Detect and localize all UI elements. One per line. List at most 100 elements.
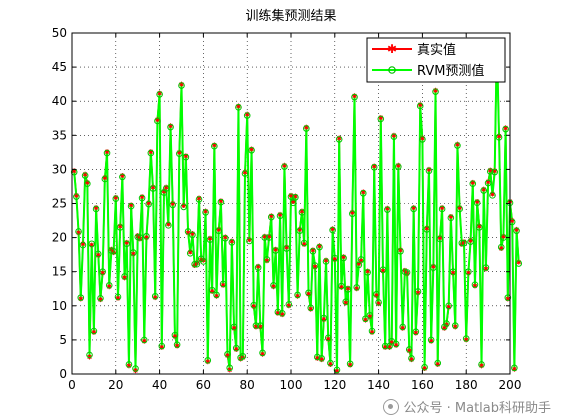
rvm-prediction-point [138, 194, 146, 202]
rvm-prediction-point [180, 203, 187, 211]
true-value-point [509, 218, 515, 224]
rvm-prediction-point [114, 293, 122, 301]
rvm-prediction-point [331, 254, 339, 262]
true-value-point [373, 293, 379, 299]
rvm-prediction-point [421, 363, 428, 371]
rvm-prediction-point [414, 288, 422, 295]
rvm-prediction-point [467, 238, 474, 245]
rvm-prediction-point [243, 112, 251, 119]
true-value-point [334, 368, 340, 374]
true-value-point [362, 317, 368, 323]
true-value-point [240, 355, 246, 361]
true-value-point [218, 198, 224, 204]
rvm-prediction-point [495, 134, 503, 141]
true-value-point [286, 303, 292, 309]
true-value-point [163, 184, 169, 190]
rvm-prediction-point [462, 335, 470, 342]
rvm-prediction-point [486, 168, 494, 175]
true-value-point [273, 246, 279, 252]
true-value-point [367, 314, 373, 320]
rvm-prediction-point [191, 260, 198, 268]
true-value-point [319, 357, 325, 363]
legend-box [366, 37, 506, 83]
true-value-point [224, 353, 230, 359]
rvm-prediction-point [158, 342, 166, 350]
true-value-point [498, 246, 504, 252]
rvm-prediction-point [515, 260, 523, 267]
rvm-prediction-point [77, 294, 85, 301]
true-value-point [292, 193, 298, 199]
rvm-prediction-point [178, 82, 185, 89]
y-tick-label: 20 [52, 231, 67, 245]
rvm-prediction-point [305, 289, 312, 297]
true-value-point [343, 300, 349, 306]
rvm-prediction-point [368, 327, 376, 335]
true-value-point [323, 257, 329, 263]
rvm-prediction-point [311, 262, 319, 269]
rvm-prediction-point [81, 172, 89, 179]
true-value-point [395, 162, 401, 168]
true-value-point [321, 316, 327, 322]
rvm-prediction-point [200, 258, 207, 265]
rvm-prediction-point [427, 336, 435, 344]
rvm-prediction-point [399, 323, 406, 331]
true-value-point [325, 336, 331, 342]
true-value-point [406, 348, 412, 354]
true-value-point [150, 184, 156, 190]
true-value-point [411, 205, 417, 211]
true-value-point [266, 233, 272, 239]
rvm-prediction-point [151, 292, 159, 300]
y-tick-label: 45 [52, 60, 67, 74]
true-value-point [413, 330, 419, 336]
true-value-point [82, 171, 88, 177]
chart-title: 训练集预测结果 [245, 8, 336, 24]
true-value-point [130, 251, 136, 257]
rvm-prediction-point [130, 249, 137, 256]
rvm-prediction-point [147, 149, 155, 157]
rvm-prediction-point [436, 235, 444, 243]
rvm-prediction-point [119, 173, 126, 181]
rvm-prediction-point [346, 360, 354, 368]
true-value-point [505, 296, 511, 302]
rvm-prediction-point [94, 250, 102, 258]
rvm-prediction-point [224, 350, 231, 358]
true-value-point [306, 291, 312, 297]
true-value-point [126, 363, 132, 369]
true-value-point [387, 344, 393, 350]
true-value-point [174, 343, 180, 349]
true-value-point [448, 213, 454, 219]
true-value-point [369, 329, 375, 335]
rvm-prediction-point [359, 189, 367, 197]
y-tick-label: 35 [52, 128, 67, 142]
true-value-point [400, 325, 406, 331]
true-value-point [146, 200, 152, 206]
rvm-prediction-point [110, 247, 117, 255]
true-value-point [124, 239, 130, 245]
rvm-prediction-point [294, 291, 301, 299]
true-value-point [227, 367, 233, 373]
rvm-prediction-point [454, 142, 461, 149]
true-value-point [514, 226, 520, 232]
true-value-point [275, 310, 281, 316]
rvm-prediction-point [313, 353, 321, 361]
true-value-point [389, 340, 395, 346]
true-value-point [487, 167, 493, 173]
rvm-prediction-point [458, 239, 466, 247]
true-value-point [503, 125, 509, 131]
rvm-prediction-point [202, 209, 209, 216]
rvm-prediction-point [397, 247, 404, 255]
rvm-prediction-point [329, 226, 336, 234]
true-value-point [354, 286, 360, 292]
rvm-prediction-point [423, 226, 431, 233]
true-value-point [303, 124, 309, 130]
true-value-point [80, 241, 86, 247]
true-value-point [476, 223, 482, 229]
rvm-prediction-point [97, 294, 104, 302]
true-value-point [391, 132, 397, 138]
rvm-prediction-point [357, 256, 365, 263]
true-value-point [122, 275, 128, 281]
true-value-point [384, 205, 390, 211]
true-value-point [441, 325, 447, 331]
true-value-point [312, 264, 318, 270]
rvm-prediction-point [338, 282, 345, 290]
